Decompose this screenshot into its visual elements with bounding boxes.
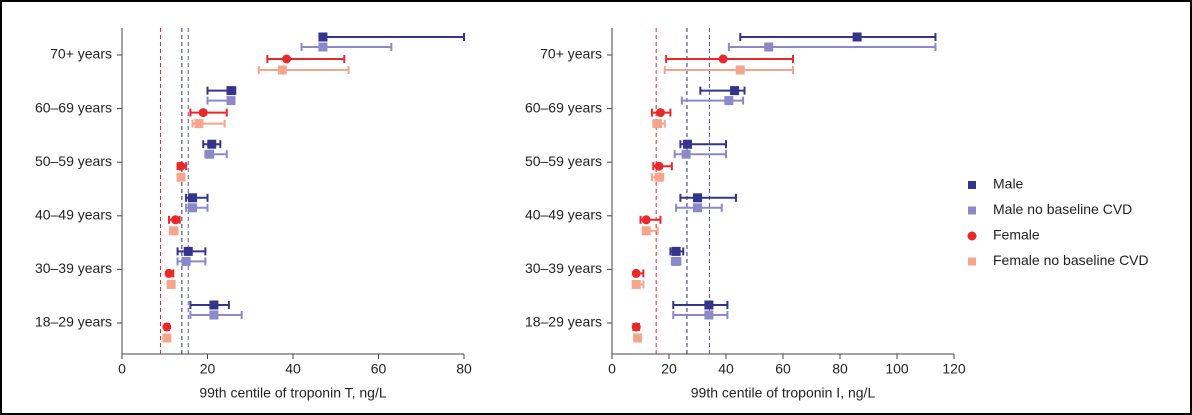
point (194, 119, 204, 129)
point (631, 322, 641, 332)
point (277, 65, 287, 75)
point (209, 300, 219, 310)
point (633, 333, 643, 343)
point (166, 279, 176, 289)
point (724, 96, 734, 106)
x-tick-label: 60 (775, 361, 791, 377)
point (226, 96, 236, 106)
point (704, 300, 714, 310)
x-axis-label: 99th centile of troponin T, ng/L (199, 385, 387, 401)
point (704, 310, 714, 320)
point (226, 86, 236, 96)
y-tick-label: 30–39 years (525, 260, 602, 276)
legend-label: Female no baseline CVD (993, 252, 1149, 268)
point (730, 86, 740, 96)
x-tick-label: 80 (832, 361, 848, 377)
x-tick-label: 20 (200, 361, 216, 377)
y-tick-label: 50–59 years (525, 153, 602, 169)
x-tick-label: 120 (942, 361, 966, 377)
point (654, 172, 664, 182)
point (653, 119, 663, 129)
y-tick-label: 60–69 years (525, 99, 602, 115)
legend-label: Male no baseline CVD (993, 201, 1132, 217)
x-tick-label: 0 (608, 361, 616, 377)
point (852, 32, 862, 42)
point (164, 268, 174, 278)
point (318, 42, 328, 52)
y-tick-label: 70+ years (50, 46, 112, 62)
x-tick-label: 0 (118, 361, 126, 377)
point (318, 32, 328, 42)
point (181, 256, 191, 266)
point (631, 268, 641, 278)
point (655, 108, 665, 118)
point (641, 215, 651, 225)
point (183, 246, 193, 256)
point (735, 65, 745, 75)
y-tick-label: 50–59 years (35, 153, 112, 169)
point (671, 256, 681, 266)
y-tick-label: 18–29 years (35, 314, 112, 330)
point (671, 246, 681, 256)
point (693, 193, 702, 203)
legend-swatch (968, 257, 976, 266)
point (188, 193, 198, 203)
point (641, 226, 651, 236)
x-tick-label: 80 (456, 361, 472, 377)
x-tick-label: 20 (661, 361, 677, 377)
legend-label: Female (993, 227, 1040, 243)
point (162, 322, 172, 332)
point (654, 161, 664, 171)
legend-swatch (968, 206, 976, 215)
point (170, 215, 180, 225)
point (282, 54, 292, 64)
y-tick-label: 18–29 years (525, 314, 602, 330)
point (718, 54, 728, 64)
point (176, 172, 186, 182)
point (205, 149, 215, 159)
point (209, 310, 219, 320)
point (207, 139, 217, 149)
point (198, 108, 208, 118)
x-tick-label: 100 (885, 361, 909, 377)
legend-swatch (967, 231, 977, 241)
x-axis-label: 99th centile of troponin I, ng/L (691, 385, 876, 401)
point (681, 149, 691, 159)
y-tick-label: 40–49 years (35, 207, 112, 223)
legend-swatch (968, 181, 976, 189)
y-tick-label: 40–49 years (525, 207, 602, 223)
y-tick-label: 30–39 years (35, 260, 112, 276)
y-tick-label: 70+ years (540, 46, 602, 62)
point (168, 226, 178, 236)
point (631, 279, 641, 289)
x-tick-label: 60 (371, 361, 387, 377)
point (188, 203, 198, 213)
legend-label: Male (993, 176, 1024, 192)
x-tick-label: 40 (718, 361, 734, 377)
point (683, 139, 693, 149)
point (176, 161, 186, 171)
x-tick-label: 40 (285, 361, 301, 377)
point (764, 42, 774, 52)
point (162, 333, 172, 343)
y-tick-label: 60–69 years (35, 99, 112, 115)
point (693, 203, 702, 213)
